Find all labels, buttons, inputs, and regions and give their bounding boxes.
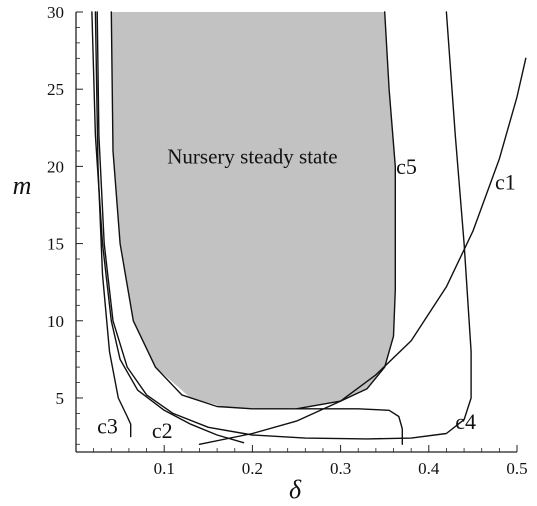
region-label: Nursery steady state xyxy=(167,144,337,168)
nursery-steady-state-region xyxy=(111,12,396,409)
labels: c5 c1 c4 c3 c2 xyxy=(97,154,516,443)
axes xyxy=(75,12,517,453)
curve-label-c3: c3 xyxy=(97,413,118,438)
x-tick-label: 0.5 xyxy=(506,459,527,478)
y-tick-label: 5 xyxy=(56,389,65,408)
curves xyxy=(91,11,527,445)
plot-area: Nursery steady state xyxy=(111,12,396,409)
x-tick-label: 0.2 xyxy=(242,459,263,478)
y-tick-label: 20 xyxy=(47,157,64,176)
y-tick-label: 15 xyxy=(47,235,64,254)
curve-c5 xyxy=(110,11,403,445)
x-axis-label: δ xyxy=(289,475,302,504)
curve-label-c2: c2 xyxy=(152,418,173,443)
curve-label-c4: c4 xyxy=(455,409,476,434)
y-tick-label: 25 xyxy=(47,80,64,99)
y-axis-label: m xyxy=(13,171,32,200)
x-tick-label: 0.3 xyxy=(330,459,351,478)
curve-c1 xyxy=(198,57,527,445)
curve-label-c5: c5 xyxy=(396,154,417,179)
ticks: 0.1 0.2 0.3 0.4 0.5 5 10 15 20 25 30 xyxy=(47,3,528,478)
y-tick-label: 30 xyxy=(47,3,64,22)
curve-boundary-5 xyxy=(295,11,396,410)
x-tick-label: 0.4 xyxy=(418,459,440,478)
curve-c4 xyxy=(96,11,472,440)
curve-label-c1: c1 xyxy=(495,170,516,195)
x-tick-label: 0.1 xyxy=(154,459,175,478)
curve-c3 xyxy=(94,11,132,438)
y-tick-label: 10 xyxy=(47,312,64,331)
